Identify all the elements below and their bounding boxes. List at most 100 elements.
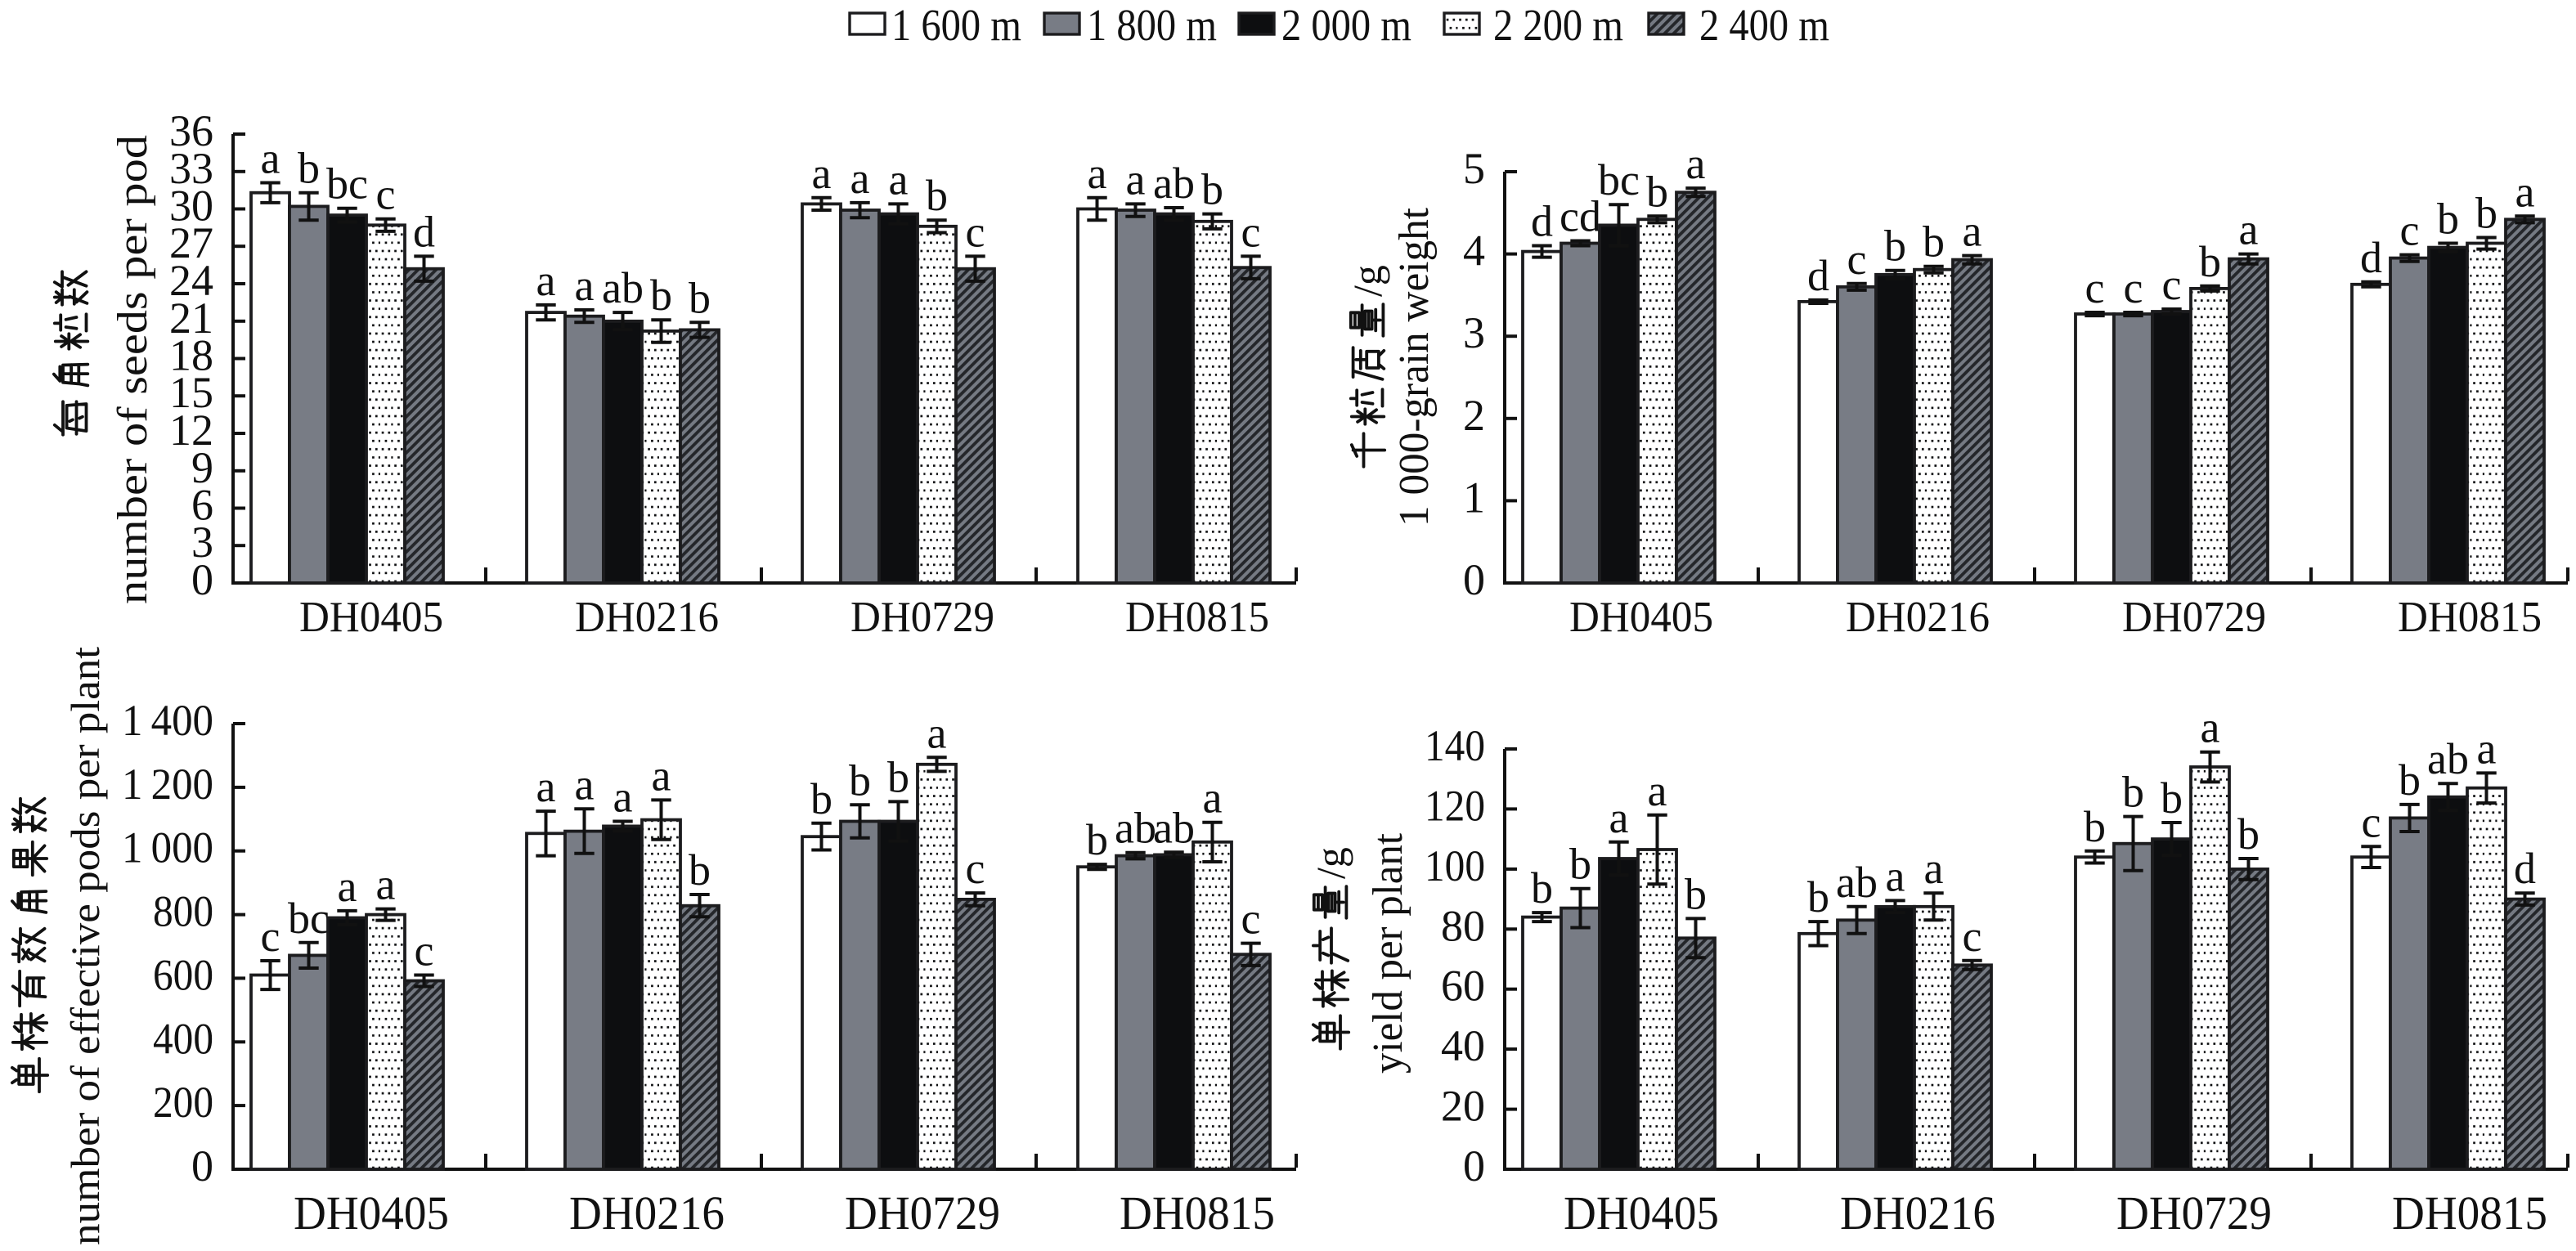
svg-text:24: 24 — [169, 256, 213, 305]
svg-text:0: 0 — [191, 555, 213, 604]
svg-text:0: 0 — [191, 1141, 213, 1190]
svg-text:200: 200 — [153, 1078, 213, 1127]
svg-text:2: 2 — [1463, 391, 1485, 440]
svg-text:18: 18 — [169, 331, 213, 380]
svg-text:5: 5 — [1463, 144, 1485, 193]
svg-text:c: c — [1847, 235, 1867, 284]
svg-text:a: a — [1924, 844, 1944, 893]
svg-text:a: a — [1203, 773, 1223, 823]
svg-text:27: 27 — [169, 218, 213, 267]
svg-text:a: a — [575, 261, 595, 310]
svg-text:1 000-grain weight: 1 000-grain weight — [1391, 207, 1438, 527]
svg-text:b: b — [849, 756, 871, 805]
svg-text:b: b — [1086, 815, 1108, 864]
svg-text:b: b — [887, 752, 909, 801]
svg-text:DH0216: DH0216 — [569, 1186, 725, 1240]
svg-text:60: 60 — [1441, 962, 1485, 1011]
svg-text:a: a — [536, 256, 556, 305]
svg-text:140: 140 — [1425, 721, 1485, 770]
svg-text:DH0815: DH0815 — [1120, 1186, 1275, 1240]
svg-text:a: a — [1963, 207, 1982, 256]
svg-text:1: 1 — [1463, 473, 1485, 522]
svg-text:ab: ab — [2427, 734, 2469, 783]
svg-text:DH0405: DH0405 — [1569, 594, 1713, 641]
svg-text:b: b — [2237, 809, 2260, 859]
svg-text:b: b — [2437, 195, 2459, 244]
svg-text:120: 120 — [1425, 781, 1485, 830]
svg-text:bc: bc — [326, 159, 368, 208]
svg-text:b: b — [1646, 167, 1668, 216]
svg-text:c: c — [2362, 797, 2381, 846]
svg-text:b: b — [689, 845, 711, 895]
svg-text:a: a — [850, 154, 870, 203]
svg-text:a: a — [1126, 155, 1146, 204]
svg-text:DH0216: DH0216 — [1840, 1186, 1995, 1240]
svg-text:d: d — [1807, 251, 1829, 300]
svg-text:DH0405: DH0405 — [299, 594, 443, 641]
svg-text:DH0216: DH0216 — [1846, 594, 1990, 641]
svg-text:/g: /g — [1344, 265, 1390, 297]
svg-text:bc: bc — [288, 894, 330, 943]
svg-text:DH0405: DH0405 — [294, 1186, 449, 1240]
svg-text:c: c — [966, 844, 985, 893]
svg-text:a: a — [652, 751, 671, 800]
svg-text:2 400 m: 2 400 m — [1699, 0, 1829, 50]
svg-text:2 200 m: 2 200 m — [1493, 0, 1623, 50]
svg-text:b: b — [689, 273, 711, 322]
svg-text:b: b — [2161, 773, 2183, 823]
svg-text:1 000: 1 000 — [122, 823, 213, 872]
svg-text:4: 4 — [1463, 226, 1485, 276]
svg-text:DH0729: DH0729 — [2122, 594, 2266, 641]
svg-text:a: a — [927, 708, 947, 757]
svg-text:ab: ab — [1836, 858, 1878, 907]
svg-text:yield per plant: yield per plant — [1365, 832, 1411, 1074]
svg-text:a: a — [376, 860, 396, 909]
svg-text:9: 9 — [191, 443, 213, 492]
svg-text:1 600 m: 1 600 m — [891, 0, 1021, 50]
svg-text:DH0815: DH0815 — [1125, 594, 1269, 641]
svg-text:1 800 m: 1 800 m — [1087, 0, 1217, 50]
svg-text:80: 80 — [1441, 901, 1485, 950]
svg-text:number of effective pods per p: number of effective pods per plant — [62, 647, 108, 1245]
svg-text:3: 3 — [191, 518, 213, 567]
svg-text:c: c — [1963, 912, 1982, 961]
svg-text:b: b — [1531, 863, 1553, 912]
svg-text:c: c — [2162, 260, 2182, 309]
svg-text:30: 30 — [169, 182, 213, 231]
svg-text:a: a — [1088, 149, 1107, 198]
svg-text:b: b — [1807, 872, 1829, 921]
svg-text:b: b — [2475, 189, 2497, 238]
svg-text:15: 15 — [169, 368, 213, 417]
svg-text:b: b — [2399, 756, 2421, 805]
svg-text:c: c — [2400, 206, 2420, 255]
svg-text:DH0815: DH0815 — [2392, 1186, 2547, 1240]
svg-text:DH0729: DH0729 — [845, 1186, 1000, 1240]
svg-text:c: c — [415, 926, 434, 975]
svg-text:DH0729: DH0729 — [2116, 1186, 2272, 1240]
svg-text:d: d — [2514, 844, 2536, 893]
svg-text:DH0405: DH0405 — [1564, 1186, 1719, 1240]
svg-text:a: a — [1648, 766, 1667, 815]
svg-text:b: b — [1685, 869, 1707, 918]
svg-text:800: 800 — [153, 887, 213, 936]
svg-text:b: b — [926, 171, 948, 220]
svg-text:1 200: 1 200 — [122, 760, 213, 809]
svg-text:a: a — [889, 155, 909, 204]
svg-text:c: c — [1241, 207, 1261, 256]
svg-text:c: c — [1241, 895, 1261, 944]
svg-text:b: b — [1569, 840, 1591, 889]
svg-text:400: 400 — [153, 1014, 213, 1063]
svg-text:a: a — [2201, 703, 2220, 752]
svg-text:b: b — [810, 774, 832, 823]
svg-text:a: a — [613, 773, 633, 822]
svg-text:21: 21 — [169, 294, 213, 343]
svg-text:c: c — [261, 912, 280, 961]
svg-text:a: a — [1886, 851, 1905, 900]
svg-text:cd: cd — [1560, 192, 1601, 241]
svg-text:ab: ab — [602, 263, 644, 312]
svg-text:a: a — [2515, 167, 2535, 216]
svg-text:600: 600 — [153, 950, 213, 999]
svg-text:a: a — [261, 134, 280, 183]
svg-text:a: a — [2239, 205, 2259, 254]
svg-text:DH0216: DH0216 — [575, 594, 719, 641]
